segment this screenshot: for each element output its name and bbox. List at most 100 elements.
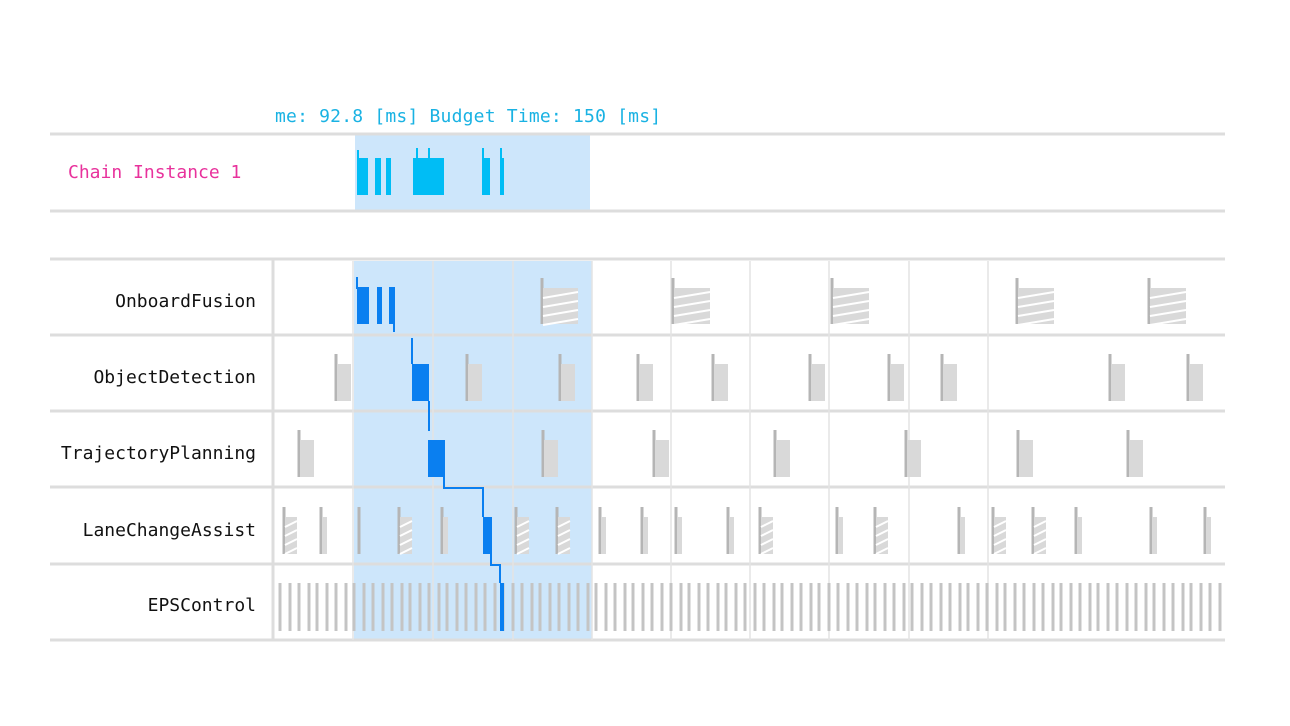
inactive-job: [1111, 364, 1125, 401]
chain-segment: [482, 158, 490, 195]
inactive-job: [729, 517, 734, 554]
inactive-job: [655, 440, 669, 477]
hatch-stripe: [284, 520, 298, 528]
hatch-stripe: [993, 529, 1007, 537]
hatch-stripe: [832, 309, 870, 317]
hatch-stripe: [993, 547, 1007, 555]
inactive-job: [677, 517, 682, 554]
active-chain-link: [411, 338, 413, 364]
inactive-job: [811, 364, 825, 401]
hatch-stripe: [399, 538, 413, 546]
row-label-eps-control: EPSControl: [147, 595, 256, 616]
inactive-job: [776, 440, 790, 477]
inactive-job: [890, 364, 904, 401]
chain-budget-highlight: [355, 135, 590, 210]
inactive-job: [639, 364, 653, 401]
hatch-stripe: [284, 538, 298, 546]
hatch-stripe: [760, 538, 774, 546]
hatch-stripe: [557, 529, 571, 537]
hatch-stripe: [673, 291, 711, 299]
hatch-stripe: [542, 291, 579, 299]
chain-segment-tick: [428, 148, 430, 158]
inactive-job: [1077, 517, 1082, 554]
hatch-stripe: [673, 300, 711, 308]
inactive-job: [468, 364, 482, 401]
hatch-stripe: [1149, 300, 1187, 308]
active-chain-link: [443, 477, 484, 517]
hatch-stripe: [760, 529, 774, 537]
hatch-stripe: [516, 538, 530, 546]
hatch-stripe: [557, 547, 571, 555]
hatch-stripe: [399, 529, 413, 537]
hatch-stripe: [542, 300, 579, 308]
hatch-stripe: [284, 547, 298, 555]
row-label-object-detection: ObjectDetection: [93, 367, 256, 388]
active-job-onboard-fusion: [357, 287, 369, 324]
hatch-stripe: [1017, 300, 1055, 308]
hatch-stripe: [284, 529, 298, 537]
chain-segment-tick: [500, 148, 502, 158]
active-job-eps-control: [500, 583, 504, 631]
chain-instance-label: Chain Instance 1: [68, 162, 242, 183]
hatch-stripe: [993, 538, 1007, 546]
active-job-onboard-fusion: [389, 287, 395, 324]
inactive-job: [907, 440, 921, 477]
inactive-job: [714, 364, 728, 401]
inactive-job: [322, 517, 327, 554]
hatch-stripe: [516, 547, 530, 555]
chain-segment-tick: [357, 150, 359, 160]
inactive-job: [1019, 440, 1033, 477]
active-chain-link: [393, 324, 395, 332]
hatch-stripe: [516, 529, 530, 537]
chain-segment: [386, 158, 391, 195]
hatch-stripe: [760, 520, 774, 528]
hatch-stripe: [399, 520, 413, 528]
inactive-job: [337, 364, 351, 401]
hatch-stripe: [1017, 291, 1055, 299]
inactive-job: [1129, 440, 1143, 477]
hatch-stripe: [399, 547, 413, 555]
active-chain-link: [490, 554, 501, 583]
response-time-header: me: 92.8 [ms] Budget Time: 150 [ms]: [275, 106, 662, 127]
hatch-stripe: [1017, 318, 1055, 326]
hatch-stripe: [832, 291, 870, 299]
hatch-stripe: [832, 318, 870, 326]
chain-segment-tick: [482, 148, 484, 158]
chain-segment-tick: [416, 148, 418, 158]
hatch-stripe: [832, 300, 870, 308]
active-job-lane-change-assist: [483, 517, 492, 554]
hatch-stripe: [1149, 291, 1187, 299]
active-job-object-detection: [412, 364, 429, 401]
inactive-job: [838, 517, 843, 554]
inactive-job: [601, 517, 606, 554]
row-label-lane-change-assist: LaneChangeAssist: [82, 520, 256, 541]
hatch-stripe: [875, 520, 889, 528]
inactive-job: [960, 517, 965, 554]
inactive-job: [1152, 517, 1157, 554]
inactive-job: [943, 364, 957, 401]
inactive-job: [643, 517, 648, 554]
hatch-stripe: [1017, 309, 1055, 317]
hatch-stripe: [673, 318, 711, 326]
hatch-stripe: [1149, 309, 1187, 317]
hatch-stripe: [993, 520, 1007, 528]
inactive-job: [544, 440, 558, 477]
row-label-trajectory-planning: TrajectoryPlanning: [60, 443, 256, 464]
hatch-stripe: [1033, 538, 1047, 546]
chain-segment: [375, 158, 381, 195]
hatch-stripe: [1033, 529, 1047, 537]
hatch-stripe: [542, 309, 579, 317]
chain-segment: [500, 158, 504, 195]
hatch-stripe: [557, 520, 571, 528]
active-job-release: [356, 277, 358, 289]
inactive-job: [561, 364, 575, 401]
hatch-stripe: [875, 547, 889, 555]
hatch-stripe: [542, 318, 579, 326]
hatch-stripe: [557, 538, 571, 546]
hatch-stripe: [875, 529, 889, 537]
hatch-stripe: [1149, 318, 1187, 326]
hatch-stripe: [516, 520, 530, 528]
active-job-trajectory-planning: [428, 440, 445, 477]
inactive-job: [443, 517, 448, 554]
